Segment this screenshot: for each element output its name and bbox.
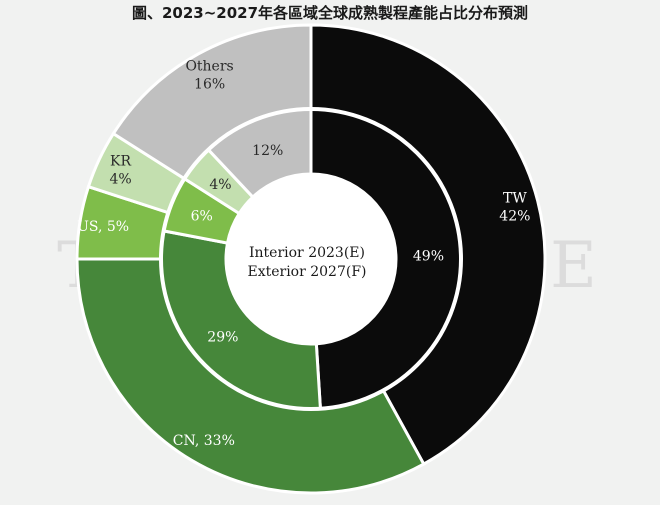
outer-label-kr: KR 4% [109,153,131,187]
center-label-line-1: Interior 2023(E) [249,245,365,261]
inner-label-tw: 49% [413,248,444,264]
outer-label-others: Others 16% [185,59,233,93]
slice-labels: 49% 29% 6% 4% 12% TW 42% CN, 33% US, 5% KR 4% Other… [77,59,530,450]
center-label: Interior 2023(E) Exterior 2027(F) [247,245,366,280]
ring-divider [159,107,463,411]
inner-label-others: 12% [252,143,283,159]
inner-label-kr: 4% [209,177,231,193]
donut-rings [75,23,547,495]
outer-label-tw: TW 42% [499,191,530,225]
inner-label-us: 6% [191,209,213,225]
center-label-line-2: Exterior 2027(F) [247,264,366,280]
chart-title: 圖、2023~2027年各區域全球成熟製程產能占比分布預測 [131,4,529,22]
outer-label-us: US, 5% [77,219,129,235]
inner-label-cn: 29% [207,330,238,346]
outer-label-cn: CN, 33% [173,433,235,449]
donut-hole [226,174,396,344]
